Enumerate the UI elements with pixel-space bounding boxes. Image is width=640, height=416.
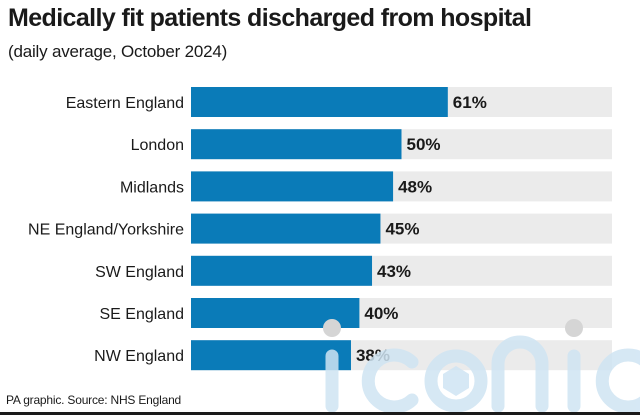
bar: [191, 129, 402, 160]
value-label: 43%: [377, 262, 411, 281]
value-label: 45%: [385, 220, 419, 239]
chart-subtitle: (daily average, October 2024): [8, 42, 228, 61]
bar: [191, 171, 394, 202]
value-label: 40%: [364, 304, 398, 323]
category-label: Eastern England: [66, 95, 184, 112]
category-label: Midlands: [120, 179, 184, 196]
source-note: PA graphic. Source: NHS England: [6, 393, 182, 407]
iconic-watermark-logo: [323, 319, 640, 414]
bottom-rule: [0, 412, 640, 415]
bar: [191, 213, 381, 244]
bar: [191, 340, 351, 371]
value-label: 61%: [453, 93, 487, 112]
value-label: 48%: [398, 177, 432, 196]
value-label: 50%: [407, 135, 441, 154]
category-label: SE England: [99, 306, 184, 323]
bar: [191, 255, 373, 286]
chart-title: Medically fit patients discharged from h…: [8, 4, 532, 32]
category-label: London: [131, 137, 184, 154]
category-label: NW England: [94, 348, 184, 365]
category-label: NE England/Yorkshire: [28, 222, 184, 239]
category-label: SW England: [95, 264, 184, 281]
bar: [191, 87, 448, 117]
